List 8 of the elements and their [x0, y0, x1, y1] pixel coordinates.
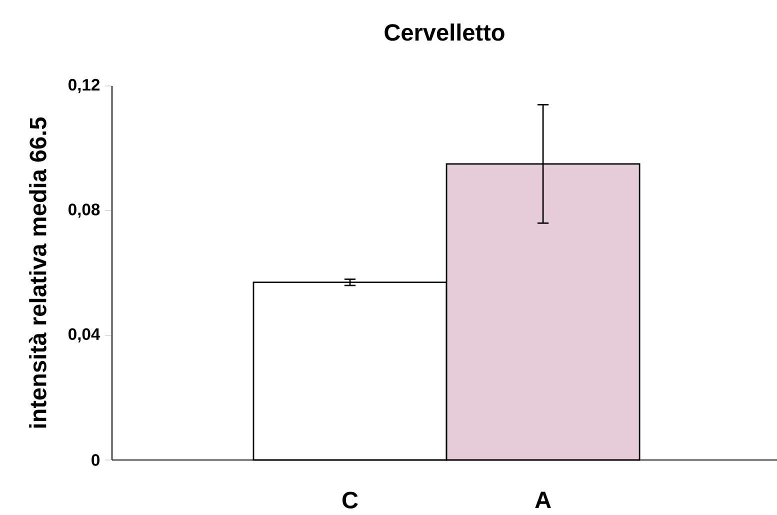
y-axis-title: intensità relativa media 66.5: [28, 117, 46, 428]
y-tick-label: 0: [92, 454, 100, 466]
x-tick-label: C: [342, 492, 358, 508]
y-tick-label: 0,04: [68, 328, 100, 342]
y-tick-label: 0,12: [68, 78, 100, 94]
chart-title: Cervelletto: [384, 24, 504, 41]
y-tick-label: 0,08: [68, 204, 100, 218]
x-tick-label: A: [535, 492, 551, 508]
